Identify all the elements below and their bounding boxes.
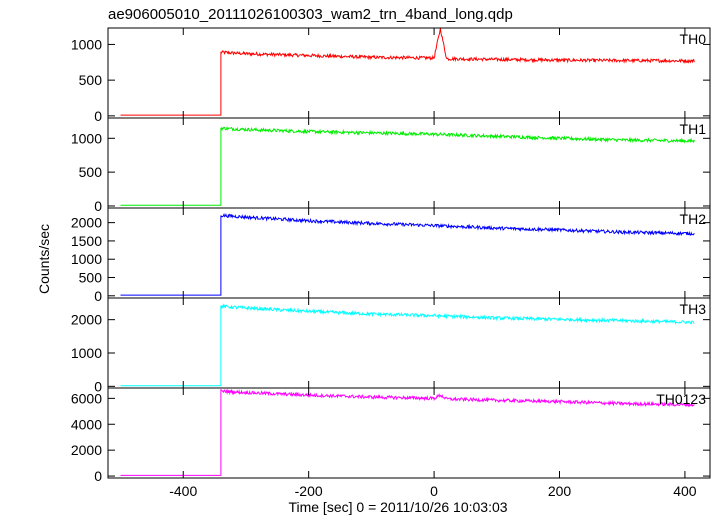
y-axis-label: Counts/sec [36, 224, 52, 294]
y-tick-label: 2000 [71, 442, 102, 458]
x-axis-label: Time [sec] 0 = 2011/10/26 10:03:03 [288, 499, 507, 515]
y-tick-label: 1000 [71, 130, 102, 146]
series-line-th0 [120, 27, 695, 116]
y-tick-label: 6000 [71, 390, 102, 406]
y-tick-label: 0 [94, 198, 102, 214]
series-line-th1 [120, 125, 695, 206]
x-tick-label: -400 [169, 483, 197, 499]
panel-frame [107, 297, 711, 389]
y-tick-label: 500 [79, 72, 103, 88]
y-tick-label: 2000 [71, 312, 102, 328]
y-tick-label: 1000 [71, 345, 102, 361]
y-tick-label: 0 [94, 288, 102, 304]
y-tick-label: 2000 [71, 215, 102, 231]
panel-frame [107, 27, 711, 119]
y-tick-label: 500 [79, 270, 103, 286]
series-line-th0123 [120, 388, 695, 476]
chart-title: ae906005010_20111026100303_wam2_trn_4ban… [108, 6, 513, 23]
y-tick-label: 500 [79, 164, 103, 180]
series-label-th0123: TH0123 [656, 391, 706, 407]
y-tick-label: 1500 [71, 233, 102, 249]
series-label-th2: TH2 [680, 211, 707, 227]
x-tick-label: 0 [430, 483, 438, 499]
panel-frame [107, 117, 711, 209]
series-line-th2 [120, 212, 695, 296]
y-tick-label: 1000 [71, 251, 102, 267]
series-line-th3 [120, 303, 695, 387]
series-label-th1: TH1 [680, 121, 707, 137]
panel-frame [107, 387, 711, 479]
x-tick-label: -200 [295, 483, 323, 499]
y-tick-label: 0 [94, 378, 102, 394]
series-label-th0: TH0 [680, 31, 707, 47]
y-tick-label: 0 [94, 108, 102, 124]
y-tick-label: 0 [94, 468, 102, 484]
x-tick-label: 200 [548, 483, 572, 499]
x-tick-label: 400 [673, 483, 697, 499]
panel-frame [107, 207, 711, 299]
y-tick-label: 4000 [71, 416, 102, 432]
y-tick-label: 1000 [71, 36, 102, 52]
series-label-th3: TH3 [680, 301, 707, 317]
